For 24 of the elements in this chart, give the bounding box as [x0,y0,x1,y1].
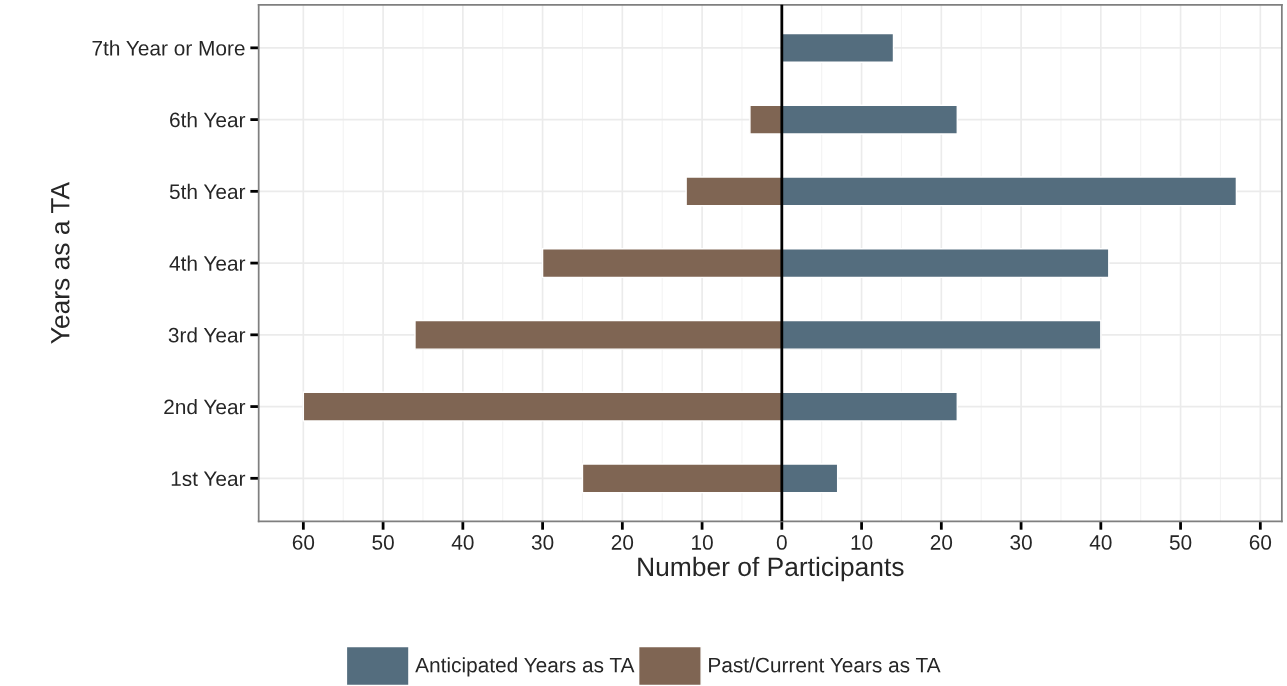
x-tick-label: 60 [292,535,315,550]
x-tick-label: 40 [451,535,474,550]
x-tick-label: 30 [531,535,554,550]
y-axis-title: Years as a TA [51,181,70,344]
y-tick-label: 7th Year or More [92,40,245,56]
x-tick-label: 50 [372,535,394,550]
x-tick-label: 40 [1089,535,1112,550]
x-tick-label: 10 [851,535,873,550]
x-tick-label: 10 [692,535,713,550]
y-tick-label: 3rd Year [168,327,246,343]
y-tick-label: 5th Year [169,183,246,200]
y-tick-label: 6th Year [170,112,246,128]
x-tick-label: 50 [1169,535,1192,550]
legend-label: Anticipated Years as TA [415,657,635,677]
x-tick-label: 60 [1249,535,1272,550]
x-tick-label: 20 [930,535,953,550]
y-tick-label: 1st Year [171,471,246,487]
x-axis-title: Number of Participants [638,556,904,582]
x-tick-label: 30 [1010,535,1032,550]
x-tick-label: 0 [776,535,787,550]
legend-label: Past/Current Years as TA [709,657,941,673]
x-tick-label: 20 [611,535,634,550]
y-tick-label: 4th Year [169,255,246,271]
y-tick-label: 2nd Year [164,399,246,415]
